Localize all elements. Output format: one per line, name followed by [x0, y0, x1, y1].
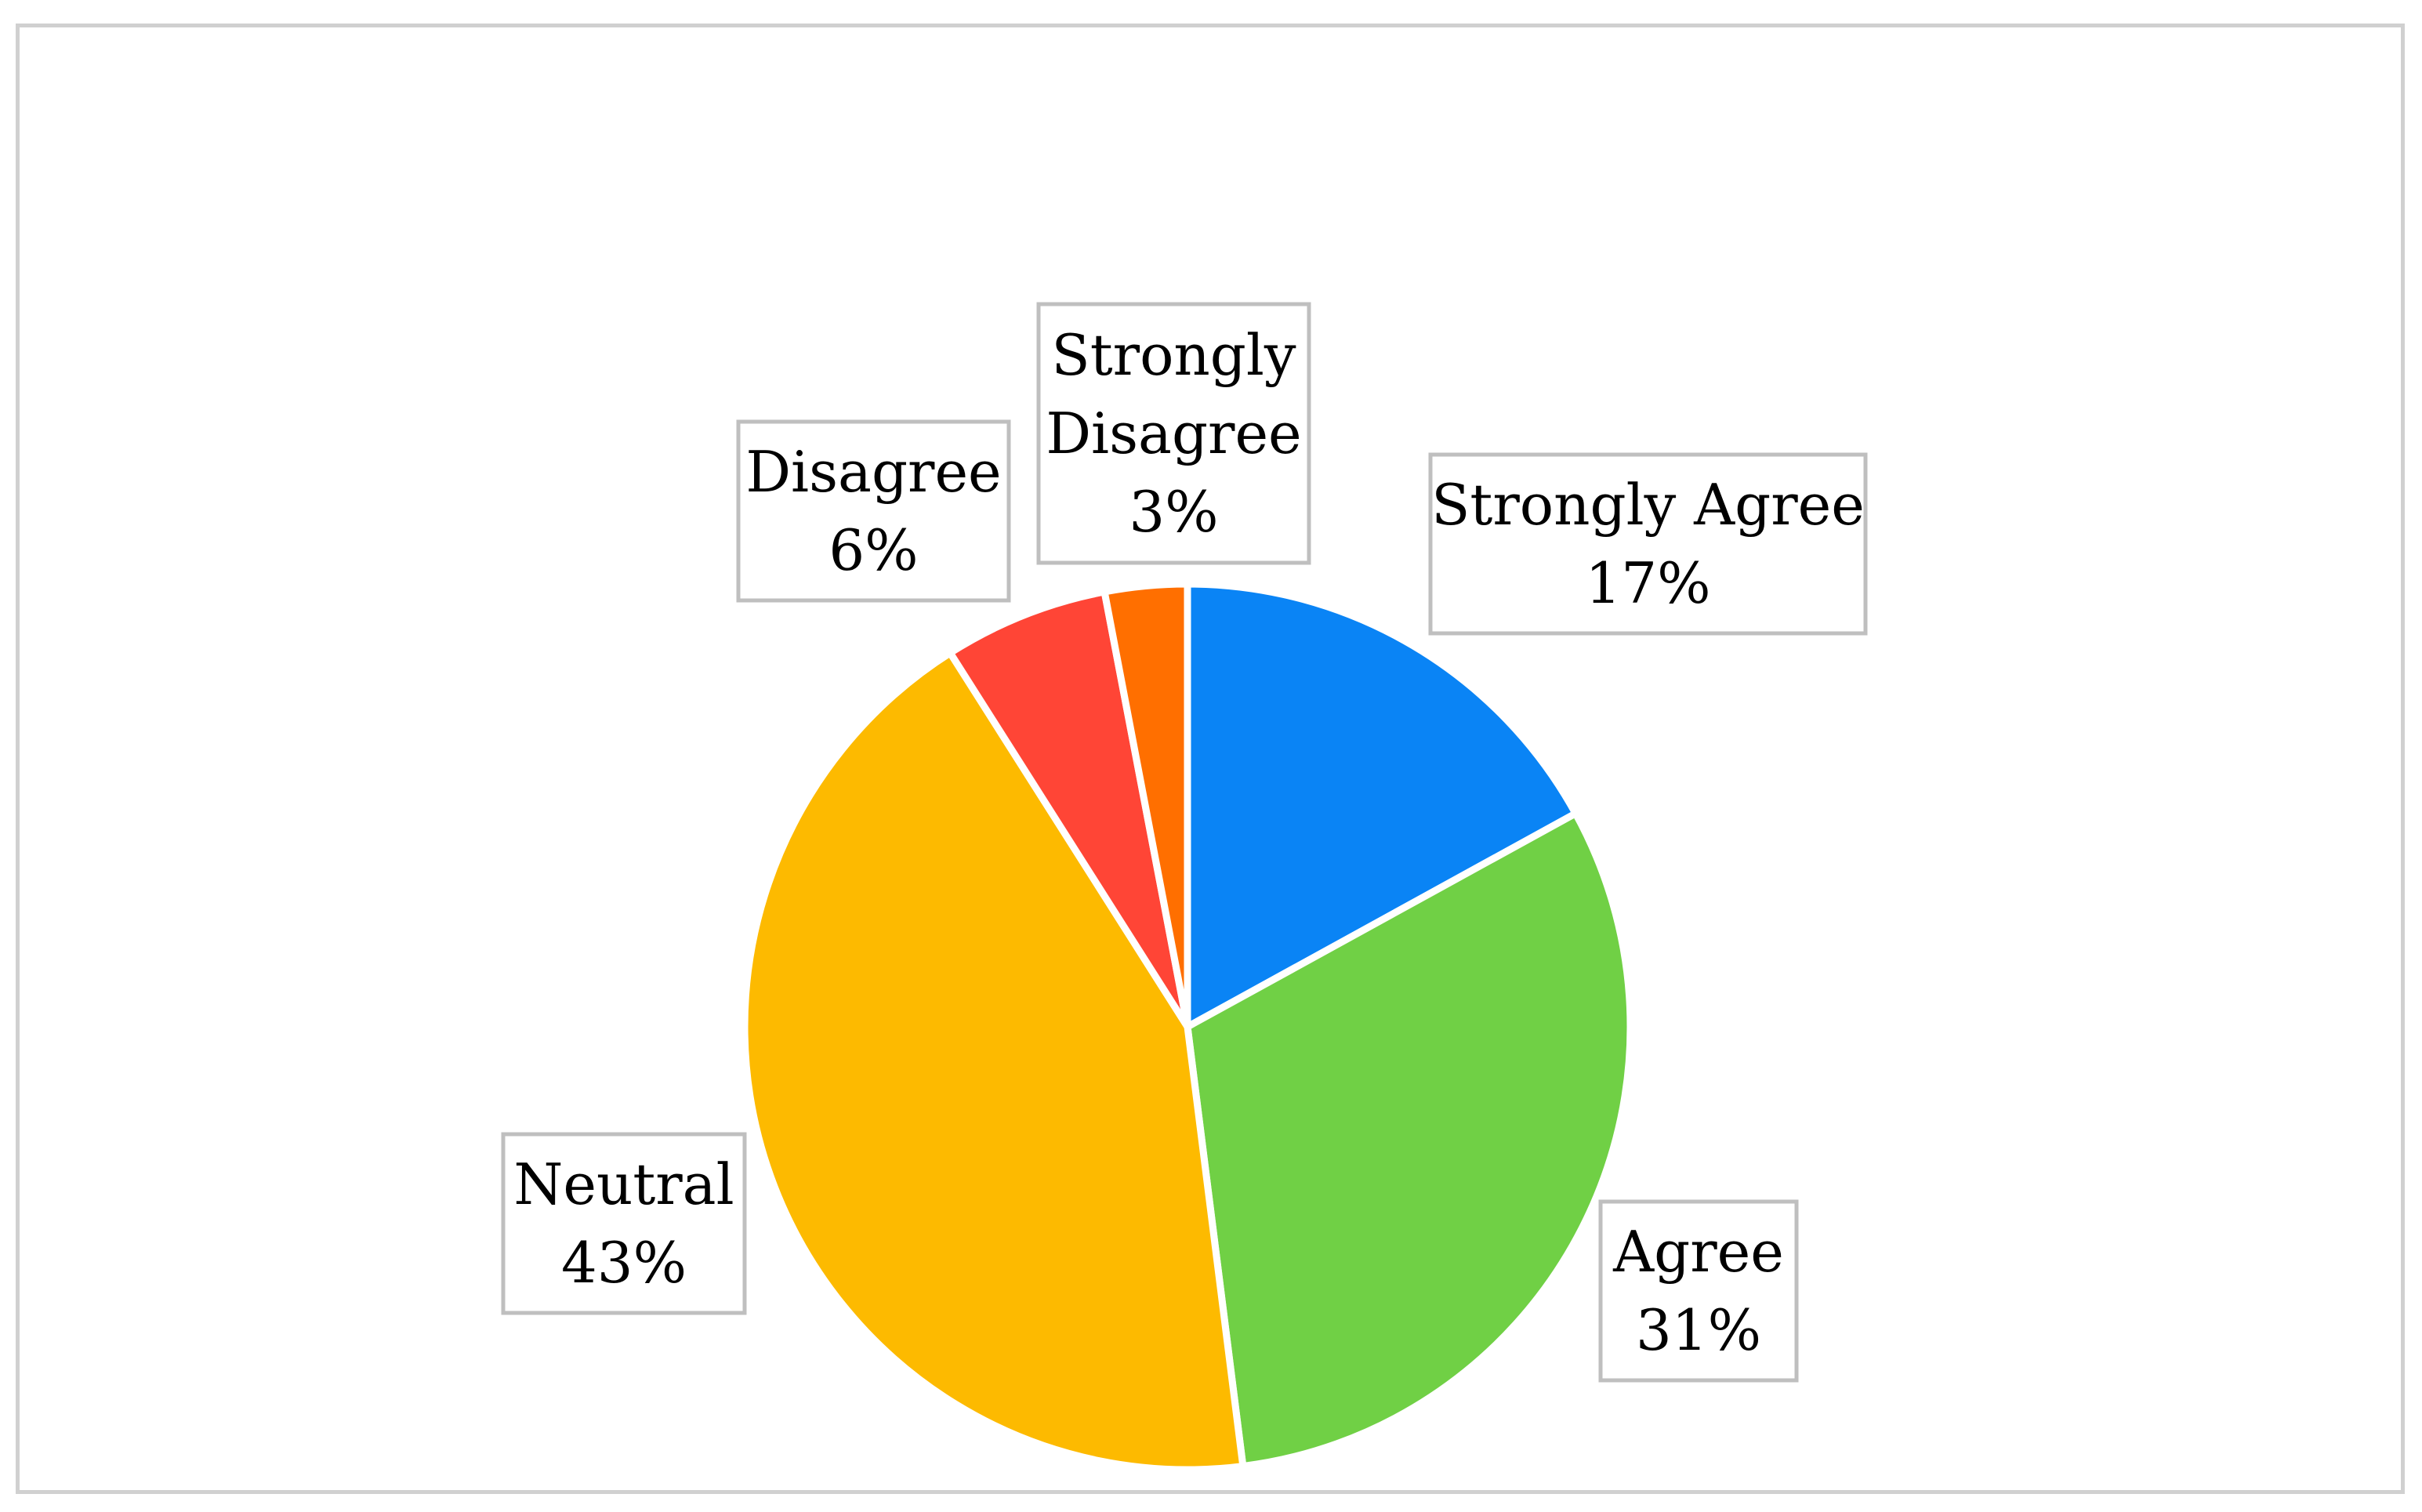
- data-label-strongly-disagree: Strongly Disagree 3%: [1036, 302, 1311, 565]
- pie-labels: Strongly Agree 17% Agree 31% Neutral 43% Disag…: [501, 302, 1868, 1383]
- data-label-disagree: Disagree 6%: [736, 419, 1011, 603]
- pie-slice-strongly-agree: [1184, 580, 1579, 1031]
- data-label-box: [1036, 302, 1311, 565]
- pie-slice-disagree: [946, 588, 1191, 1031]
- pie-slice-neutral: [741, 649, 1247, 1474]
- data-label-box: [501, 1132, 747, 1315]
- data-label-text: Strongly Agree: [1431, 472, 1865, 538]
- data-label-text: 3%: [1129, 479, 1218, 545]
- data-label-text: Disagree: [1046, 401, 1301, 466]
- pie-slice-strongly-disagree: [1100, 580, 1191, 1031]
- pie-slices: [741, 580, 1634, 1474]
- data-label-agree: Agree 31%: [1598, 1199, 1799, 1383]
- data-label-strongly-agree: Strongly Agree 17%: [1428, 452, 1868, 636]
- data-label-text: Agree: [1612, 1219, 1784, 1285]
- data-label-text: Disagree: [745, 439, 1001, 505]
- data-label-box: [736, 419, 1011, 603]
- data-label-text: Neutral: [513, 1151, 734, 1217]
- data-label-box: [1598, 1199, 1799, 1383]
- data-label-text: 17%: [1585, 550, 1710, 616]
- data-label-text: 43%: [561, 1230, 687, 1296]
- data-label-box: [1428, 452, 1868, 636]
- data-label-text: Strongly: [1051, 322, 1296, 388]
- data-label-text: 31%: [1636, 1297, 1761, 1363]
- pie-slice-agree: [1184, 810, 1634, 1470]
- data-label-neutral: Neutral 43%: [501, 1132, 747, 1315]
- data-label-text: 6%: [828, 517, 918, 583]
